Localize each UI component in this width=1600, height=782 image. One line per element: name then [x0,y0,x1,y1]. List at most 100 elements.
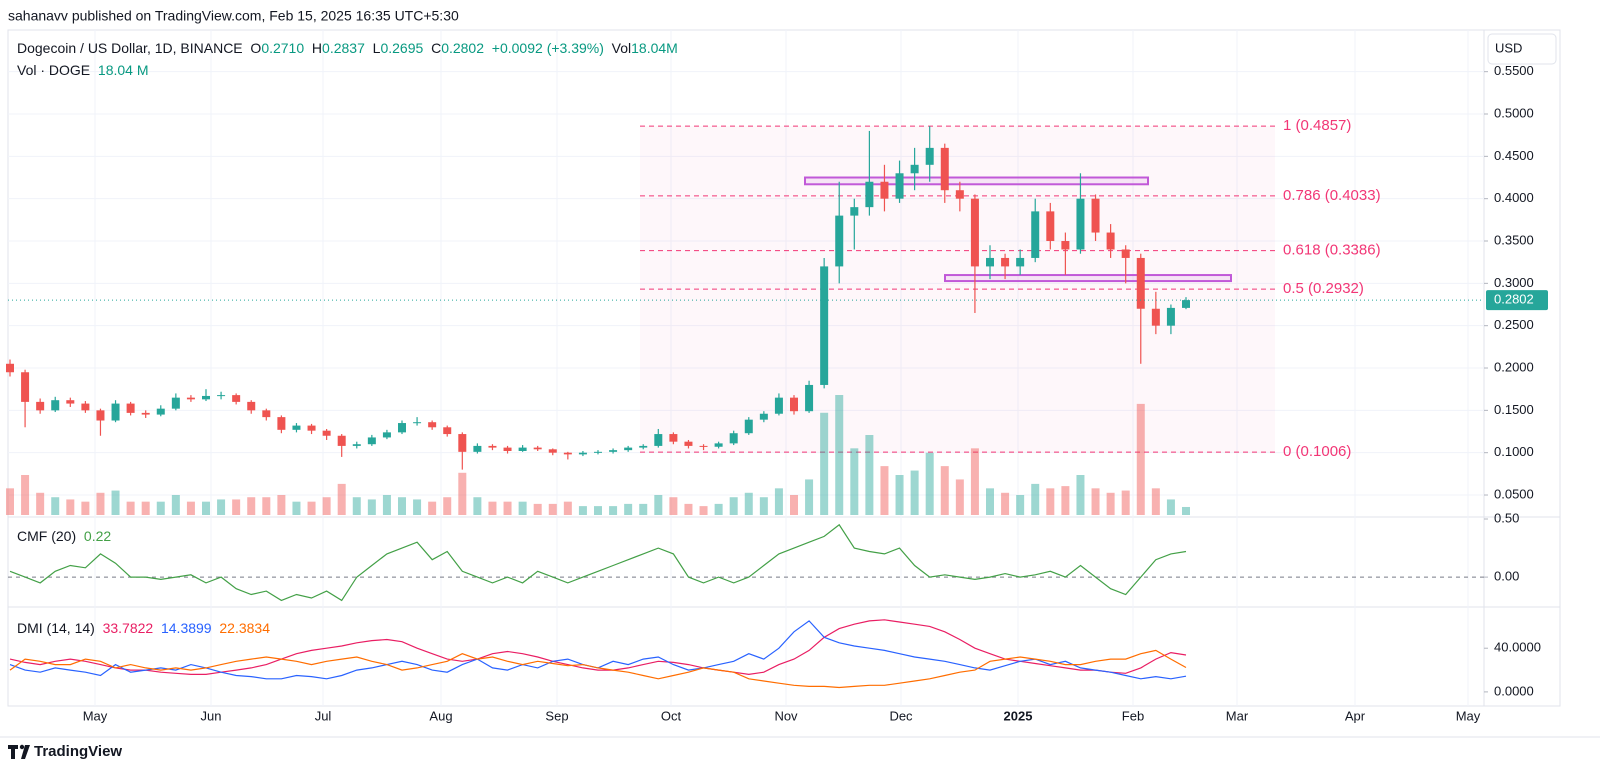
volume-bar [1106,492,1115,515]
fib-label: 0 (0.1006) [1283,443,1351,460]
candle-body [367,437,376,445]
volume-bar [66,499,75,515]
x-tick-label: Dec [889,708,913,723]
volume-bar [880,466,889,515]
currency[interactable]: USD [1495,40,1522,55]
candle-body [955,190,964,199]
volume-bar [774,488,783,515]
candle-body [790,397,798,412]
candle-body [578,452,587,455]
candle-body [126,403,135,413]
vol-pane-label: Vol · DOGE [17,62,91,78]
candle-body [81,403,90,411]
volume-bar [1046,488,1055,515]
indicator-line [9,619,1187,676]
candle-body [714,443,723,447]
candle-body [202,395,210,400]
candle-body [337,435,346,446]
volume-bar [850,448,859,515]
x-tick-label: May [83,708,108,723]
candle-body [1046,211,1055,242]
volume-bar [925,452,934,515]
cmf-title: CMF (20) [17,528,77,544]
candle-body [398,423,406,433]
volume-bar [292,501,301,515]
y-tick-label: 0.3000 [1494,275,1534,290]
volume-bar [126,501,135,515]
candle-body [322,430,331,436]
vol-label: Vol [611,40,632,56]
x-tick-label: 2025 [1004,708,1033,723]
candle-body [66,400,75,404]
candle-body [1016,257,1025,267]
indicator-line [9,649,1187,689]
volume-bar [1001,492,1010,515]
x-tick-label: Oct [661,708,682,723]
y-tick-label: 0.0500 [1494,486,1534,501]
volume-bar [96,492,105,515]
candle-body [111,403,120,421]
cmf-value: 0.22 [83,528,112,544]
candle-body [1166,307,1175,326]
volume-bar [21,475,30,515]
candle-body [699,445,708,447]
volume-bar [563,501,572,515]
volume-bar [1182,506,1190,515]
volume-bar [51,497,60,515]
volume-bar [1076,475,1085,515]
candle-body [548,449,557,453]
volume-bar [955,479,964,515]
candle-body [1076,198,1085,250]
volume-bar [759,497,768,515]
volume-bar [337,483,346,515]
volume-legend: Vol · DOGE 18.04 M [17,62,149,78]
volume-bar [1091,488,1100,515]
dmi-minus: 22.3834 [219,620,270,636]
volume-bar [940,466,949,515]
volume-bar [624,503,633,515]
dmi-adx: 33.7822 [102,620,154,636]
currency-button[interactable] [1487,33,1557,65]
brand-logo [8,744,30,759]
x-tick-label: Sep [545,708,568,723]
candle-body [594,451,602,453]
volume-bar [1061,486,1070,515]
volume-bar [699,506,708,515]
volume-bar [6,488,14,515]
volume-bar [277,495,286,515]
volume-bar [443,497,452,515]
fib-label: 0.5 (0.2932) [1283,280,1364,297]
volume-bar [518,501,527,515]
volume-bar [202,501,210,515]
candle-body [563,452,572,455]
candle-body [850,207,859,216]
x-tick-label: Aug [429,708,452,723]
candle-body [533,447,542,450]
volume-bar [669,497,678,515]
volume-bar [247,497,256,515]
dmi-title: DMI (14, 14) [17,620,95,636]
volume-bar [428,501,437,515]
candle-body [729,433,738,444]
candle-body [609,450,618,452]
attribution: sahanavv published on TradingView.com, F… [8,8,459,24]
candle-body [428,422,437,428]
candle-body [970,198,979,267]
candle-body [36,401,45,411]
candle-body [186,397,195,400]
candle-body [382,432,391,438]
volume-bar [1121,490,1130,515]
candle-body [910,164,919,174]
volume-bar [639,503,648,515]
volume-bar [262,497,271,515]
candle-body [232,395,241,402]
candle-body [141,412,150,415]
y-tick-label: 0.50 [1494,510,1519,525]
close-value: 0.2802 [441,40,485,56]
volume-bar [413,499,422,515]
candle-body [292,425,301,430]
candle-body [277,417,286,430]
cmf-legend: CMF (20) 0.22 [17,528,111,544]
